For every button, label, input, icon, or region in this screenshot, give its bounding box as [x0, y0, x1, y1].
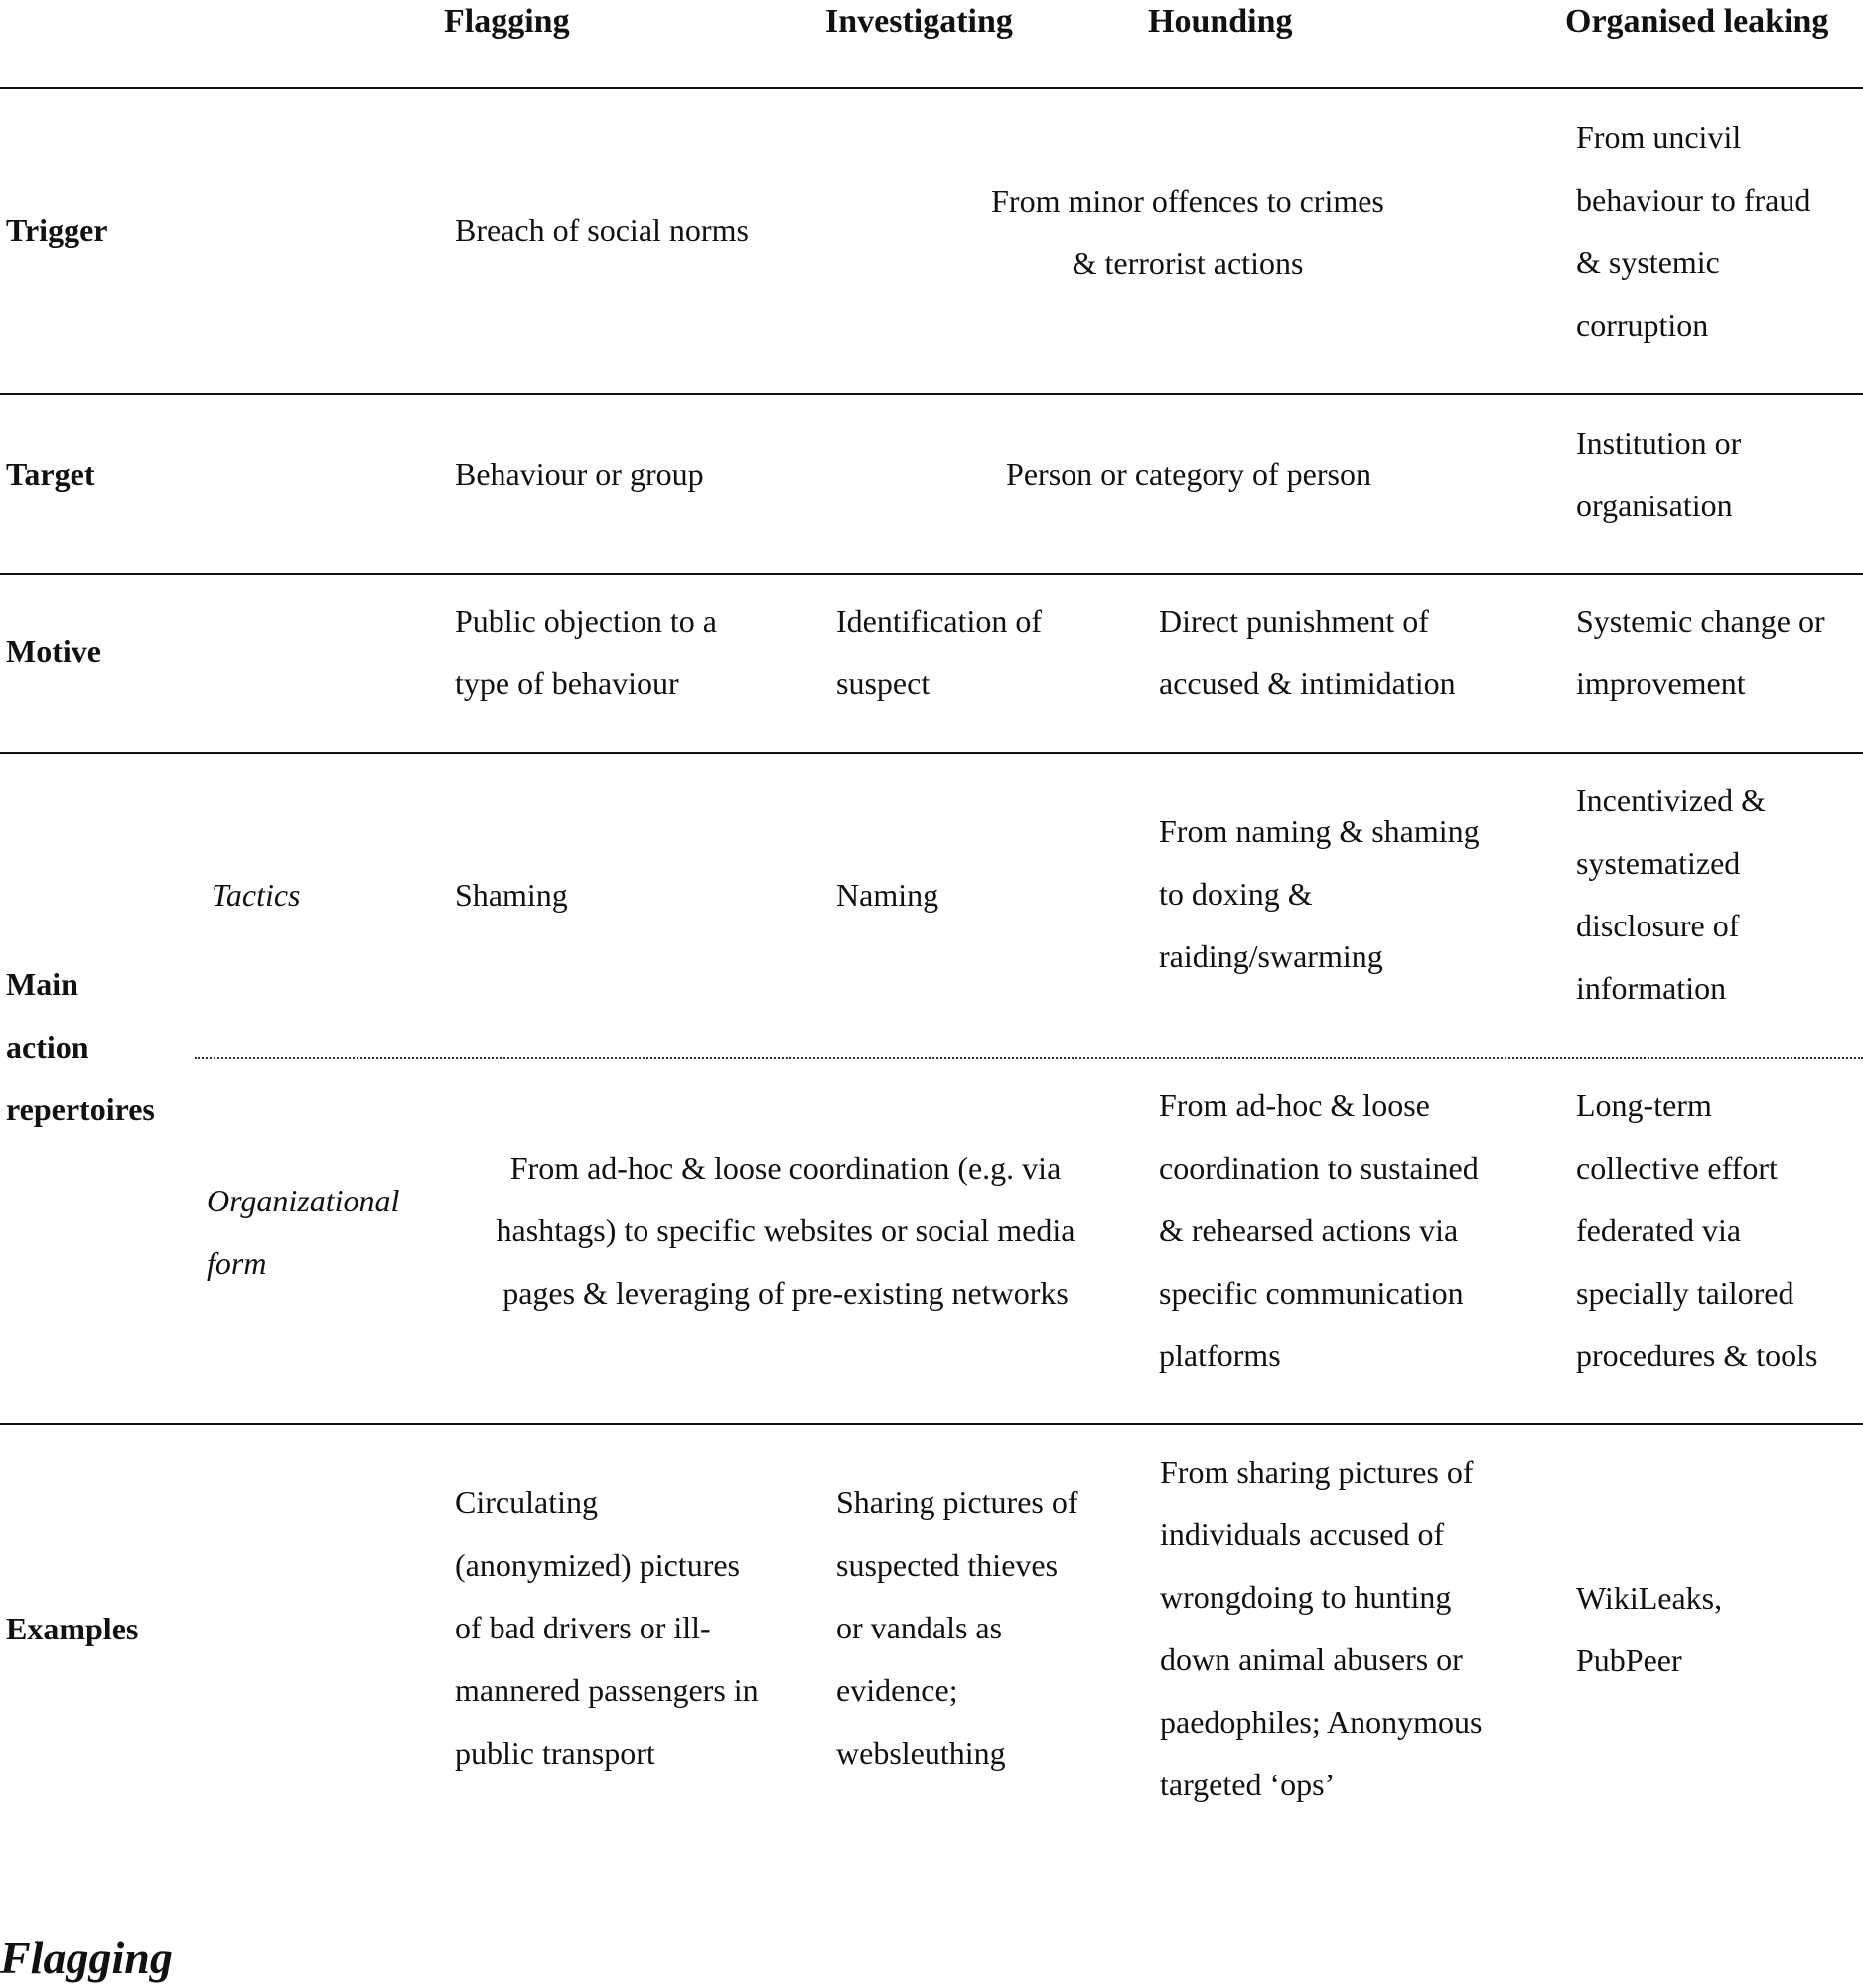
- header-hounding: Hounding: [1148, 3, 1293, 40]
- next-section-heading: Flagging: [0, 1932, 173, 1983]
- row-divider: [0, 1423, 1863, 1425]
- cell: Institution or organisation: [1576, 425, 1742, 523]
- row-label: Trigger: [6, 213, 108, 248]
- cell: Behaviour or group: [455, 456, 704, 492]
- sub-label-organizational-form: Organizational form: [207, 1183, 400, 1281]
- cell: Naming: [836, 877, 939, 913]
- cell: From uncivil behaviour to fraud & system…: [1576, 119, 1811, 343]
- cell: WikiLeaks, PubPeer: [1576, 1580, 1723, 1678]
- row-label: Main action repertoires: [6, 966, 155, 1127]
- cell: From ad-hoc & loose coordination to sust…: [1159, 1087, 1479, 1373]
- cell: From minor offences to crimes & terroris…: [991, 183, 1384, 281]
- cell: Direct punishment of accused & intimidat…: [1159, 603, 1456, 701]
- header-investigating: Investigating: [825, 3, 1013, 40]
- header-rule: [0, 87, 1863, 89]
- sub-label-tactics: Tactics: [212, 877, 301, 913]
- cell: Long-term collective effort federated vi…: [1576, 1087, 1818, 1373]
- cell: Person or category of person: [1006, 456, 1371, 492]
- row-label: Target: [6, 456, 95, 492]
- row-label: Motive: [6, 634, 101, 669]
- header-organised-leaking: Organised leaking: [1565, 3, 1829, 40]
- cell: Circulating (anonymized) pictures of bad…: [455, 1485, 759, 1771]
- row-divider: [0, 393, 1863, 395]
- cell: Public objection to a type of behaviour: [455, 603, 717, 701]
- cell: Systemic change or improvement: [1576, 603, 1825, 701]
- cell: Breach of social norms: [455, 213, 749, 248]
- cell: Incentivized & systematized disclosure o…: [1576, 782, 1767, 1006]
- cell: Shaming: [455, 877, 568, 913]
- row-divider: [0, 752, 1863, 754]
- sub-row-divider: [195, 1057, 1863, 1059]
- cell: From sharing pictures of individuals acc…: [1160, 1454, 1483, 1802]
- row-divider: [0, 573, 1863, 575]
- row-label: Examples: [6, 1611, 139, 1646]
- cell: Identification of suspect: [836, 603, 1043, 701]
- cell: Sharing pictures of suspected thieves or…: [836, 1485, 1078, 1771]
- header-flagging: Flagging: [444, 3, 570, 40]
- cell: From naming & shaming to doxing & raidin…: [1159, 813, 1480, 974]
- cell: From ad-hoc & loose coordination (e.g. v…: [496, 1150, 1075, 1311]
